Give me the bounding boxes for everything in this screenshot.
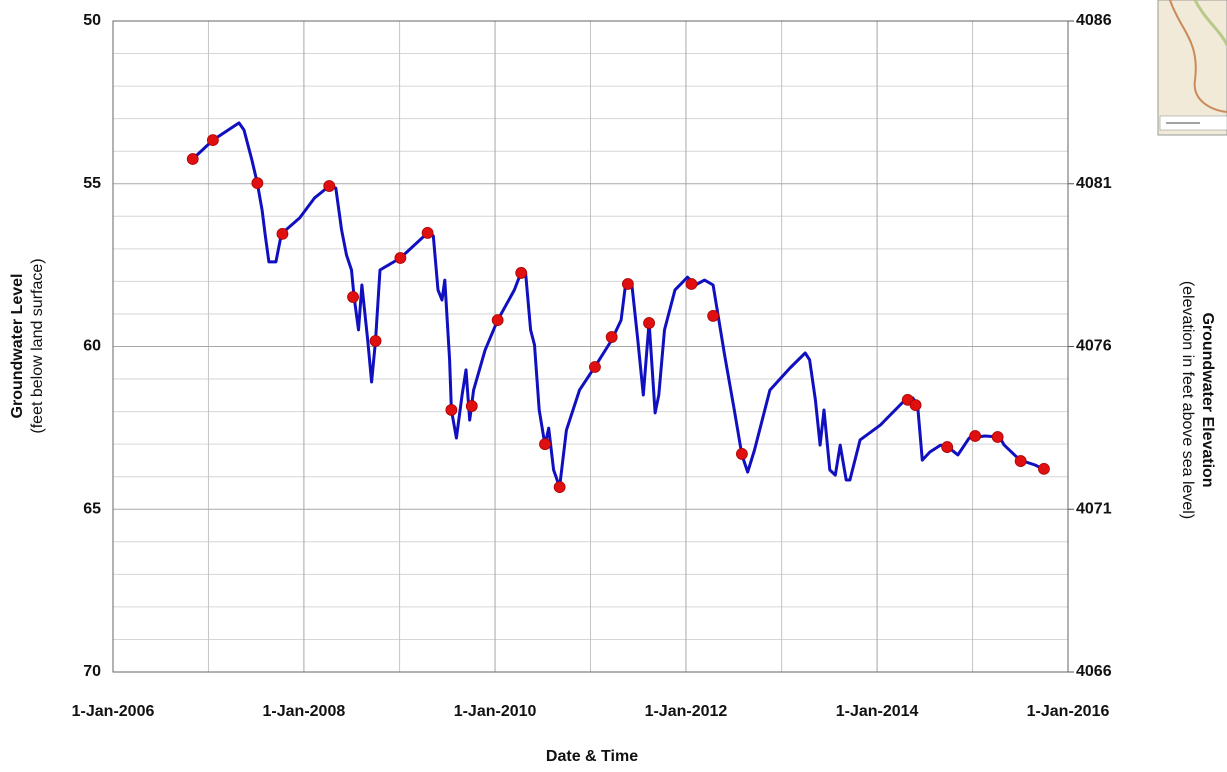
data-point: [644, 318, 655, 329]
y-tick-label: 70: [83, 663, 101, 680]
data-point: [1038, 463, 1049, 474]
map-thumbnail: [1158, 0, 1227, 135]
data-point: [466, 401, 477, 412]
x-tick-label: 1-Jan-2010: [454, 703, 537, 720]
data-point: [277, 228, 288, 239]
data-point: [910, 400, 921, 411]
y2-tick-label: 4081: [1076, 175, 1112, 192]
data-point: [736, 448, 747, 459]
data-point: [207, 135, 218, 146]
x-tick-label: 1-Jan-2006: [72, 703, 155, 720]
data-point: [622, 279, 633, 290]
data-point: [370, 335, 381, 346]
chart: Date & Time Groundwater Level (feet belo…: [0, 0, 1227, 772]
y-tick-label: 65: [83, 500, 101, 517]
y2-axis-title: Groundwater Elevation: [1199, 312, 1216, 487]
y2-tick-label: 4071: [1076, 500, 1112, 517]
data-point: [708, 310, 719, 321]
data-point: [516, 267, 527, 278]
data-point: [942, 442, 953, 453]
data-point: [606, 332, 617, 343]
y-tick-label: 50: [83, 12, 101, 29]
x-tick-label: 1-Jan-2012: [645, 703, 728, 720]
y2-tick-label: 4086: [1076, 12, 1112, 29]
y-tick-label: 60: [83, 338, 101, 355]
data-point: [589, 362, 600, 373]
data-point: [1015, 456, 1026, 467]
x-tick-label: 1-Jan-2008: [263, 703, 346, 720]
data-point: [492, 315, 503, 326]
data-point: [446, 404, 457, 415]
data-point: [324, 181, 335, 192]
x-axis-title: Date & Time: [546, 748, 638, 765]
data-point: [539, 439, 550, 450]
y-tick-label: 55: [83, 175, 101, 192]
data-point: [252, 178, 263, 189]
y2-axis-subtitle: (elevation in feet above sea level): [1179, 281, 1196, 519]
data-point: [348, 292, 359, 303]
y2-tick-label: 4066: [1076, 663, 1112, 680]
data-point: [970, 431, 981, 442]
y-axis-title: Groundwater Level: [9, 274, 26, 419]
x-tick-label: 1-Jan-2016: [1027, 703, 1110, 720]
data-point: [395, 252, 406, 263]
data-point: [686, 279, 697, 290]
x-tick-label: 1-Jan-2014: [836, 703, 919, 720]
data-point: [992, 431, 1003, 442]
data-point: [422, 227, 433, 238]
y2-tick-label: 4076: [1076, 338, 1112, 355]
y-axis-subtitle: (feet below land surface): [29, 258, 46, 433]
data-point: [554, 482, 565, 493]
data-point: [187, 154, 198, 165]
